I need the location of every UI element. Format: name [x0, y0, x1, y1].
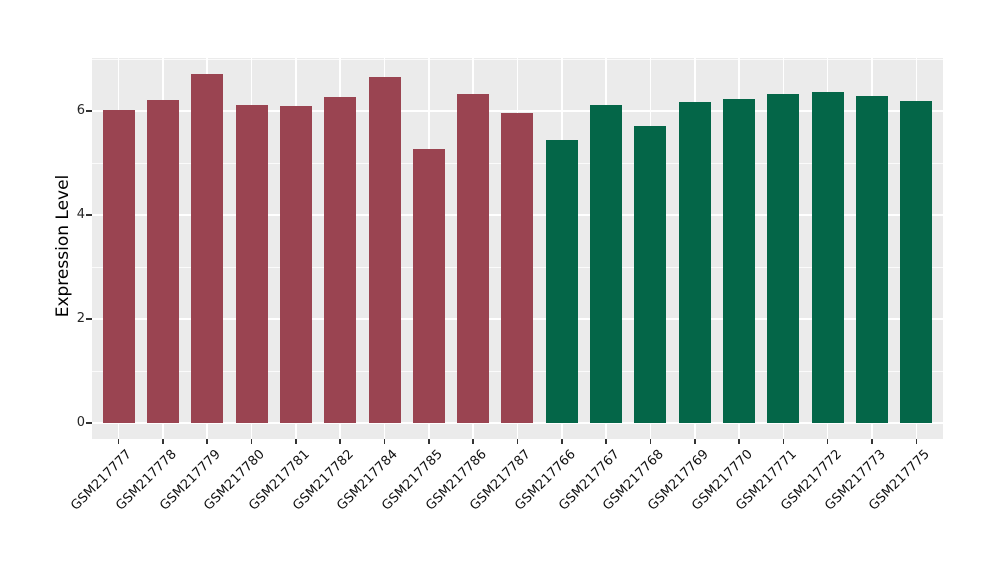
bar-GSM217775 [900, 101, 933, 423]
bar-GSM217769 [678, 102, 711, 423]
y-tick-label-4: 4 [76, 207, 85, 222]
x-tick-mark-GSM217781 [295, 439, 297, 444]
bar-GSM217779 [191, 74, 224, 423]
chart-panel [92, 58, 943, 439]
bar-GSM217770 [723, 99, 756, 423]
x-tick-mark-GSM217786 [472, 439, 474, 444]
x-tick-mark-GSM217780 [250, 439, 253, 444]
bar-GSM217786 [457, 93, 490, 423]
bar-GSM217780 [235, 104, 268, 423]
x-tick-mark-GSM217787 [516, 439, 519, 444]
bar-GSM217781 [279, 105, 312, 423]
y-tick-mark-0 [86, 422, 92, 424]
x-tick-mark-GSM217768 [649, 439, 652, 444]
y-axis-title: Expression Level [53, 174, 73, 318]
x-tick-mark-GSM217769 [694, 439, 696, 444]
bar-GSM217772 [811, 91, 844, 423]
x-tick-mark-GSM217771 [782, 439, 785, 444]
bar-GSM217784 [368, 77, 401, 423]
bar-GSM217771 [767, 93, 800, 423]
x-tick-mark-GSM217770 [738, 439, 740, 444]
y-tick-label-6: 6 [76, 103, 85, 118]
x-tick-mark-GSM217772 [826, 439, 829, 444]
y-tick-label-0: 0 [76, 415, 85, 430]
x-tick-mark-GSM217779 [206, 439, 208, 444]
bar-GSM217773 [856, 96, 889, 423]
y-tick-mark-6 [86, 110, 92, 112]
y-tick-mark-2 [86, 318, 92, 320]
x-tick-mark-GSM217785 [428, 439, 430, 444]
x-tick-mark-GSM217777 [117, 439, 120, 444]
bar-GSM217766 [545, 140, 578, 423]
bar-GSM217778 [146, 99, 179, 423]
x-tick-mark-GSM217784 [383, 439, 386, 444]
x-tick-mark-GSM217778 [162, 439, 164, 444]
x-tick-mark-GSM217773 [871, 439, 873, 444]
y-tick-label-2: 2 [76, 311, 85, 326]
x-tick-mark-GSM217782 [339, 439, 341, 444]
bar-GSM217785 [412, 148, 445, 423]
bar-GSM217782 [324, 97, 357, 423]
bar-GSM217787 [501, 113, 534, 423]
bar-GSM217777 [102, 109, 135, 423]
y-tick-mark-4 [86, 214, 92, 216]
x-tick-mark-GSM217775 [915, 439, 918, 444]
x-tick-mark-GSM217766 [561, 439, 563, 444]
bar-GSM217768 [634, 125, 667, 423]
x-tick-mark-GSM217767 [605, 439, 607, 444]
bar-GSM217767 [590, 104, 623, 423]
